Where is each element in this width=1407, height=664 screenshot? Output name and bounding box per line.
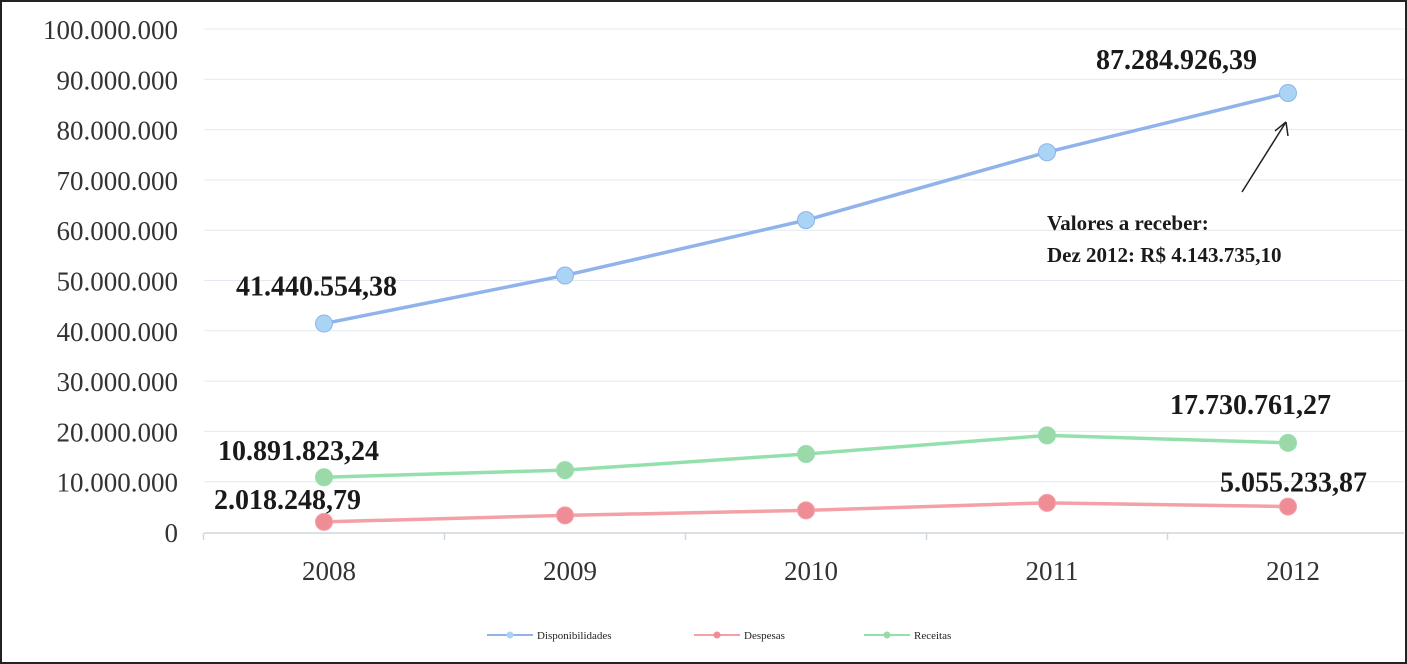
data-point: [556, 506, 574, 525]
data-label: 41.440.554,38: [236, 272, 397, 303]
data-point: [797, 445, 815, 464]
series-lines: [315, 83, 1297, 531]
data-label: 10.891.823,24: [218, 436, 379, 467]
data-point: [1279, 83, 1297, 102]
data-label: 5.055.233,87: [1220, 468, 1367, 499]
legend-marker: [883, 631, 891, 639]
y-tick-label: 20.000.000: [57, 417, 179, 447]
y-tick-label: 80.000.000: [57, 116, 179, 146]
data-point: [1279, 433, 1297, 452]
y-tick-label: 10.000.000: [57, 468, 179, 498]
data-point: [1038, 426, 1056, 445]
annotation-arrow: [1241, 121, 1287, 193]
x-tick-label: 2008: [302, 556, 356, 586]
annotation-text: Valores a receber:: [1047, 211, 1209, 235]
x-tick-label: 2012: [1266, 556, 1320, 586]
y-tick-label: 40.000.000: [57, 317, 179, 347]
x-tick-label: 2011: [1026, 556, 1079, 586]
data-labels: 41.440.554,38 87.284.926,39 10.891.823,24 1…: [214, 45, 1367, 516]
axes: 0 10.000.000 20.000.000 30.000.000 40.000.00…: [43, 15, 1404, 586]
series-line-disponibilidades: [323, 91, 1289, 326]
legend-marker: [713, 631, 721, 639]
annotation-text: Dez 2012: R$ 4.143.735,10: [1047, 243, 1281, 267]
data-label: 87.284.926,39: [1096, 45, 1257, 76]
data-point: [315, 314, 333, 333]
annotation-arrowhead: [1274, 121, 1289, 137]
data-point: [797, 211, 815, 230]
data-label: 17.730.761,27: [1170, 390, 1331, 421]
y-tick-label: 60.000.000: [57, 216, 179, 246]
x-tick-label: 2009: [543, 556, 597, 586]
legend: Disponibilidades Despesas Receitas: [487, 630, 951, 642]
annotation: Valores a receber: Dez 2012: R$ 4.143.735…: [1047, 121, 1289, 267]
data-point: [556, 461, 574, 480]
y-tick-label: 70.000.000: [57, 166, 179, 196]
legend-label: Receitas: [914, 630, 951, 642]
gridlines: [204, 28, 1404, 483]
y-tick-label: 0: [165, 518, 179, 548]
data-point: [797, 501, 815, 520]
data-label: 2.018.248,79: [214, 485, 361, 516]
data-point: [1038, 143, 1056, 162]
data-point: [315, 512, 333, 531]
y-tick-label: 90.000.000: [57, 65, 179, 95]
legend-label: Despesas: [744, 630, 785, 642]
y-tick-label: 100.000.000: [43, 15, 178, 45]
data-point: [1038, 493, 1056, 512]
legend-marker: [506, 631, 514, 639]
data-point: [556, 266, 574, 285]
legend-label: Disponibilidades: [537, 630, 612, 642]
y-tick-label: 30.000.000: [57, 367, 179, 397]
x-tick-label: 2010: [784, 556, 838, 586]
y-tick-label: 50.000.000: [57, 267, 179, 297]
data-point: [315, 468, 333, 487]
data-point: [1279, 497, 1297, 516]
